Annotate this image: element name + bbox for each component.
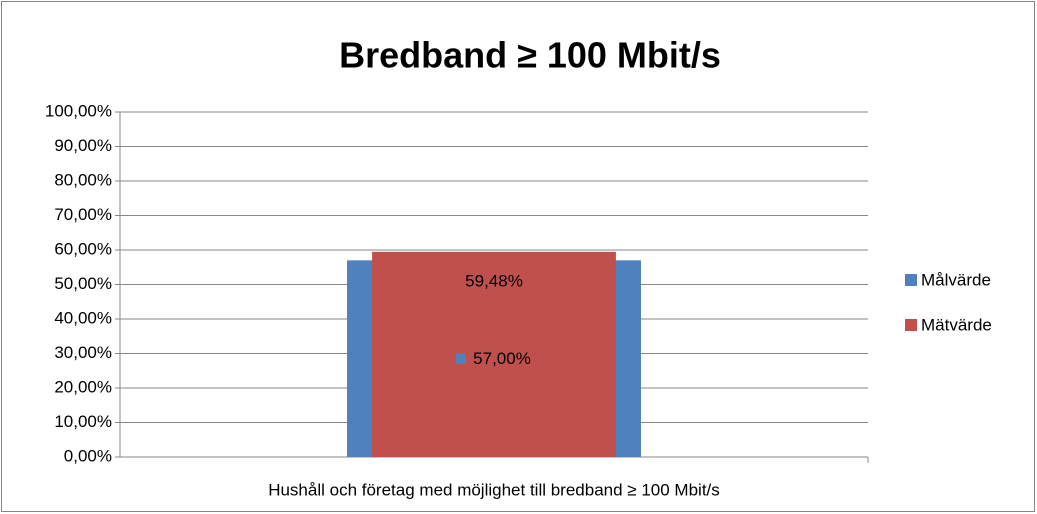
value-label: 59,48% [465,271,523,290]
y-tick-label: 50,00% [54,274,112,293]
legend-label: Mätvärde [921,315,992,334]
chart-title: Bredband ≥ 100 Mbit/s [339,35,721,76]
y-tick-label: 10,00% [54,412,112,431]
y-tick-label: 30,00% [54,343,112,362]
y-tick-label: 20,00% [54,377,112,396]
y-tick-label: 90,00% [54,136,112,155]
y-tick-label: 80,00% [54,170,112,189]
legend-key [905,319,917,331]
value-label: 57,00% [473,349,531,368]
x-tick-label: Hushåll och företag med möjlighet till b… [268,480,720,499]
y-tick-label: 70,00% [54,205,112,224]
value-label-key [456,353,466,364]
y-tick-label: 0,00% [64,446,112,465]
legend-label: Målvärde [921,270,991,289]
legend-key [905,274,917,286]
y-tick-label: 40,00% [54,308,112,327]
y-tick-label: 60,00% [54,239,112,258]
bar [372,251,616,457]
y-tick-label: 100,00% [45,101,112,120]
